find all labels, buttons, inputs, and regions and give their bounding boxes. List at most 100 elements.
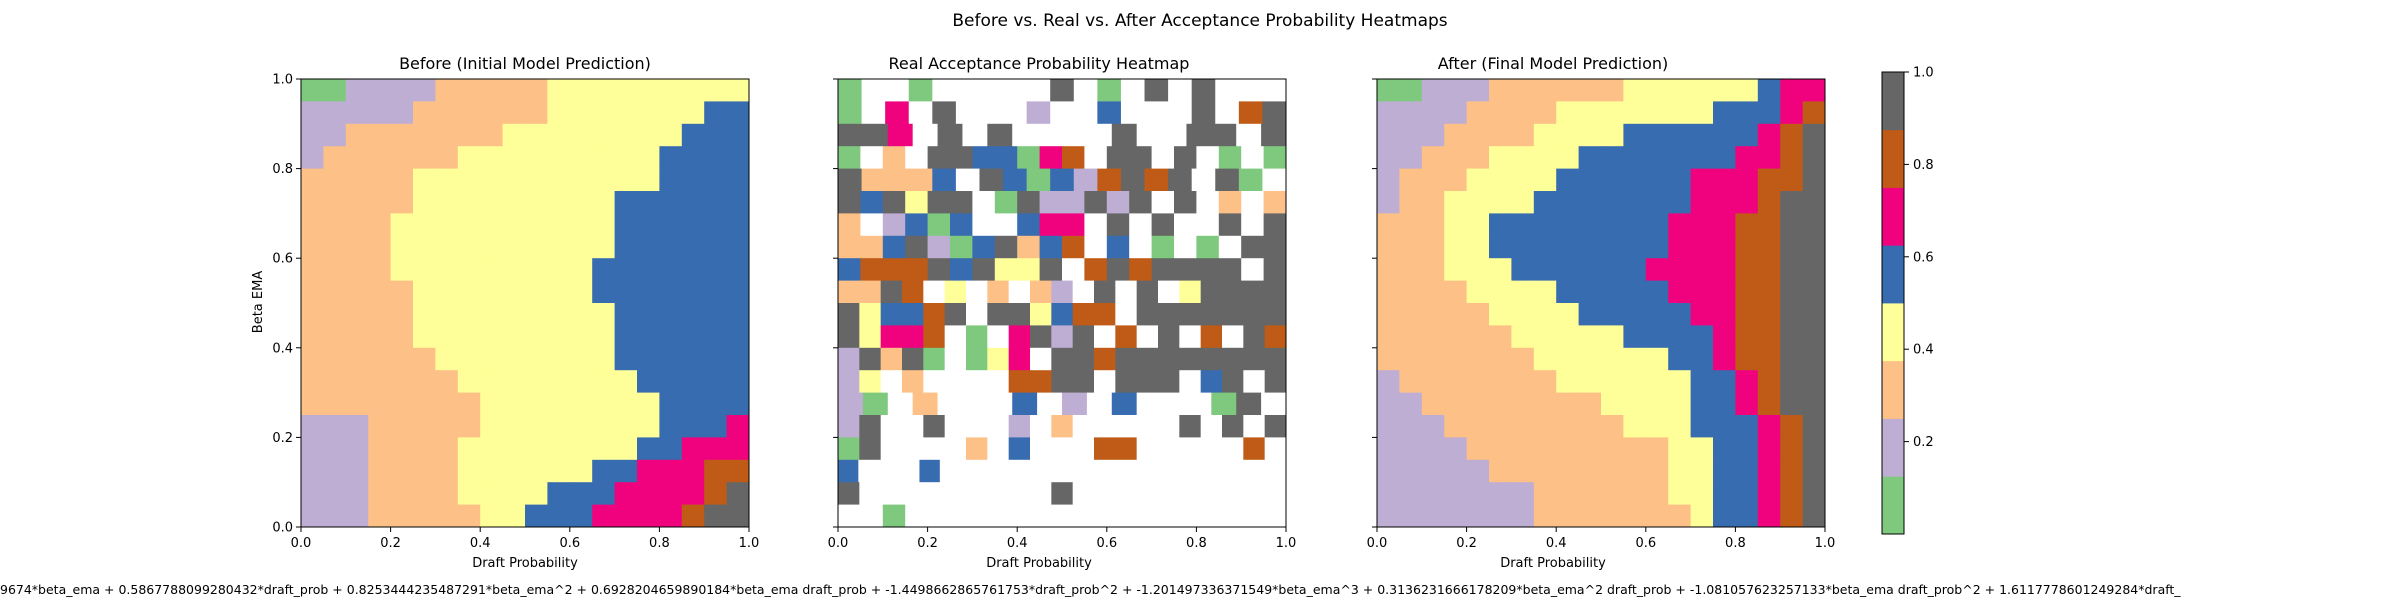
heatmap-cell bbox=[1073, 79, 1098, 102]
heatmap-cell bbox=[1780, 459, 1803, 483]
heatmap-cell bbox=[457, 280, 481, 304]
heatmap-cell bbox=[457, 370, 481, 393]
heatmap-cell bbox=[1444, 370, 1467, 393]
heatmap-cell bbox=[1489, 325, 1512, 349]
heatmap-cell bbox=[1215, 79, 1240, 102]
heatmap-cell bbox=[368, 280, 391, 304]
heatmap-cell bbox=[345, 123, 369, 147]
heatmap-cell bbox=[345, 370, 369, 393]
heatmap-cell bbox=[435, 258, 459, 281]
heatmap-cell bbox=[1601, 213, 1624, 237]
heatmap-cell bbox=[1623, 79, 1647, 102]
heatmap-cell bbox=[614, 235, 638, 259]
heatmap-cell bbox=[1196, 235, 1220, 259]
heatmap-cell bbox=[637, 191, 660, 214]
heatmap-cell bbox=[1200, 415, 1223, 438]
heatmap-cell bbox=[1204, 459, 1226, 483]
heatmap-cell bbox=[1264, 303, 1287, 326]
heatmap-cell bbox=[435, 79, 459, 102]
heatmap-cell bbox=[905, 146, 928, 169]
heatmap-cell bbox=[301, 146, 324, 169]
heatmap-cell bbox=[301, 504, 324, 528]
heatmap-cell bbox=[1144, 168, 1169, 192]
heatmap-cell bbox=[838, 101, 862, 125]
heatmap-cell bbox=[1713, 303, 1736, 326]
heatmap-cell bbox=[1399, 347, 1423, 371]
heatmap-cell bbox=[301, 459, 324, 483]
heatmap-cell bbox=[1444, 235, 1467, 259]
heatmap-cell bbox=[1399, 415, 1423, 438]
heatmap-cell bbox=[301, 79, 324, 102]
heatmap-cell bbox=[435, 146, 459, 169]
heatmap-cell bbox=[614, 191, 638, 214]
heatmap-cell bbox=[592, 123, 615, 147]
heatmap-cell bbox=[704, 482, 727, 505]
heatmap-cell bbox=[1578, 347, 1602, 371]
heatmap-cell bbox=[413, 415, 436, 438]
heatmap-cell bbox=[659, 191, 683, 214]
heatmap-cell bbox=[614, 347, 638, 371]
heatmap-cell bbox=[908, 101, 933, 125]
heatmap-cell bbox=[525, 101, 548, 125]
heatmap-cell bbox=[413, 437, 436, 461]
heatmap-cell bbox=[1668, 235, 1691, 259]
heatmap-cell bbox=[1690, 370, 1714, 393]
heatmap-cell bbox=[1106, 146, 1130, 169]
heatmap-cell bbox=[932, 101, 957, 125]
heatmap-cell bbox=[927, 213, 951, 237]
heatmap-cell bbox=[1241, 191, 1264, 214]
heatmap-cell bbox=[1713, 258, 1736, 281]
heatmap-cell bbox=[955, 79, 980, 102]
heatmap-cell bbox=[547, 504, 571, 528]
x-tick-label: 1.0 bbox=[739, 536, 760, 551]
heatmap-cell bbox=[1578, 325, 1602, 349]
heatmap-cell bbox=[1489, 79, 1512, 102]
heatmap-cell bbox=[1377, 504, 1400, 528]
heatmap-cell bbox=[905, 213, 928, 237]
heatmap-cell bbox=[1489, 235, 1512, 259]
heatmap-cell bbox=[1200, 370, 1223, 393]
heatmap-cell bbox=[838, 168, 862, 192]
heatmap-cell bbox=[1421, 303, 1445, 326]
heatmap-cell bbox=[659, 79, 683, 102]
heatmap-cell bbox=[1265, 459, 1287, 483]
heatmap-cell bbox=[1084, 213, 1108, 237]
heatmap-cell bbox=[480, 459, 503, 483]
heatmap-cell bbox=[1222, 415, 1244, 438]
heatmap-cell bbox=[1690, 280, 1714, 304]
heatmap-cell bbox=[1735, 191, 1759, 214]
heatmap-cell bbox=[592, 415, 615, 438]
heatmap-cell bbox=[1466, 482, 1490, 505]
heatmap-cell bbox=[480, 504, 503, 528]
heatmap-cell bbox=[927, 235, 951, 259]
heatmap-cell bbox=[858, 459, 880, 483]
after-heatmap-title: After (Final Model Prediction) bbox=[1438, 54, 1669, 73]
heatmap-cell bbox=[1802, 79, 1826, 102]
heatmap-cell bbox=[1444, 79, 1467, 102]
heatmap-cell bbox=[1158, 415, 1180, 438]
heatmap-cell bbox=[681, 280, 705, 304]
heatmap-cell bbox=[1051, 370, 1074, 393]
heatmap-cell bbox=[502, 370, 526, 393]
heatmap-cell bbox=[1645, 347, 1669, 371]
heatmap-cell bbox=[950, 146, 973, 169]
heatmap-cell bbox=[547, 235, 571, 259]
heatmap-cell bbox=[1645, 101, 1669, 125]
heatmap-cell bbox=[1601, 415, 1624, 438]
heatmap-cell bbox=[861, 168, 886, 192]
heatmap-cell bbox=[1377, 459, 1400, 483]
heatmap-cell bbox=[390, 415, 414, 438]
heatmap-cell bbox=[1735, 146, 1759, 169]
heatmap-cell bbox=[1377, 213, 1400, 237]
heatmap-cell bbox=[1163, 459, 1185, 483]
heatmap-cell bbox=[704, 146, 727, 169]
heatmap-cell bbox=[1757, 280, 1781, 304]
heatmap-cell bbox=[1601, 123, 1624, 147]
heatmap-cell bbox=[1444, 325, 1467, 349]
heatmap-cell bbox=[1511, 482, 1535, 505]
heatmap-cell bbox=[1668, 146, 1691, 169]
heatmap-cell bbox=[1377, 280, 1400, 304]
heatmap-cell bbox=[614, 280, 638, 304]
heatmap-cell bbox=[413, 235, 436, 259]
heatmap-cell bbox=[1802, 280, 1826, 304]
